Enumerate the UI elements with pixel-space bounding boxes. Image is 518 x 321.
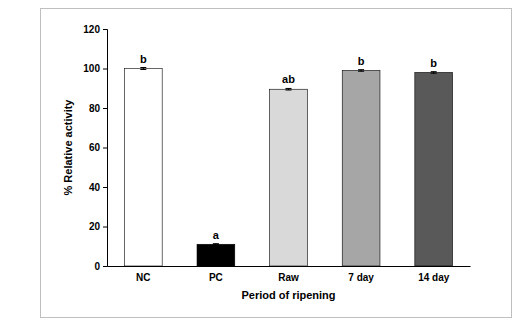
y-tick-label: 0 [94, 261, 100, 272]
bar [342, 70, 380, 266]
y-tick-mark [103, 148, 107, 149]
y-tick: 40 [89, 182, 107, 193]
error-bar [431, 72, 437, 74]
annotation: b [358, 55, 365, 67]
x-tick-label: 7 day [348, 272, 374, 283]
y-tick-mark [103, 187, 107, 188]
y-tick-label: 20 [89, 221, 101, 232]
plot: b a ab b b 0 20 40 60 80 100 120 NC PC Raw 7 day 14 day [83, 24, 470, 283]
x-tick: 14 day [418, 266, 450, 283]
x-axis-title: Period of ripening [241, 289, 335, 301]
annotation: a [213, 229, 220, 241]
x-tick: PC [209, 266, 223, 283]
x-tick-label: NC [136, 272, 150, 283]
y-tick: 100 [83, 63, 107, 74]
bar [197, 244, 235, 266]
y-tick: 80 [89, 103, 107, 114]
y-tick-label: 120 [83, 24, 100, 35]
error-bar [140, 68, 146, 70]
y-tick: 120 [83, 24, 107, 35]
y-axis-title: % Relative activity [62, 99, 74, 196]
error-bar [358, 70, 364, 72]
x-axis: NC PC Raw 7 day 14 day [108, 266, 471, 283]
figure-frame [41, 9, 512, 318]
y-tick: 60 [89, 142, 107, 153]
error-bar [213, 244, 219, 245]
y-tick-mark [103, 69, 107, 70]
annotation: b [430, 57, 437, 69]
annotations: b a ab b b [140, 53, 437, 241]
error-bar [286, 88, 292, 90]
bar [270, 89, 308, 266]
y-tick-label: 60 [89, 142, 101, 153]
annotation: b [140, 53, 147, 65]
y-tick-label: 100 [83, 63, 100, 74]
x-tick-label: 14 day [418, 272, 450, 283]
x-tick: 7 day [348, 266, 374, 283]
chart: b a ab b b 0 20 40 60 80 100 120 NC PC Raw 7 day 14 day P… [0, 0, 518, 321]
x-axis-line [108, 266, 471, 267]
y-tick-label: 40 [89, 182, 101, 193]
y-tick-mark [103, 227, 107, 228]
y-tick: 0 [94, 261, 107, 272]
y-tick-mark [103, 266, 107, 267]
y-tick-label: 80 [89, 103, 101, 114]
y-axis-line [103, 30, 108, 267]
y-tick-mark [103, 108, 107, 109]
x-tick: Raw [278, 266, 299, 283]
x-tick: NC [136, 266, 150, 283]
y-tick-mark [103, 29, 107, 30]
x-tick-label: PC [209, 272, 223, 283]
bar [124, 69, 162, 267]
bars [124, 68, 452, 266]
y-tick: 20 [89, 221, 107, 232]
annotation: ab [282, 73, 295, 85]
y-axis: 0 20 40 60 80 100 120 [83, 24, 107, 272]
x-tick-label: Raw [278, 272, 299, 283]
bar [415, 72, 453, 266]
